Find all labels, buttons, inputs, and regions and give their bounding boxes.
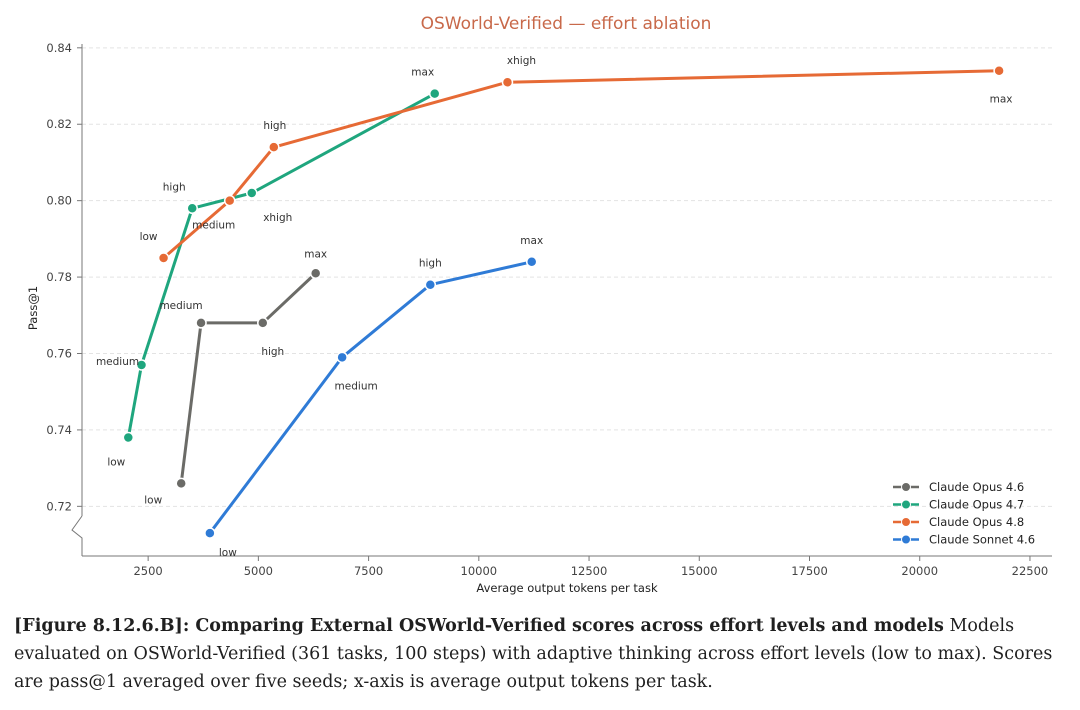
data-point-claude-opus-4-7-medium bbox=[135, 359, 148, 371]
point-label-claude-sonnet-4-6-high: high bbox=[419, 258, 442, 270]
x-axis-title: Average output tokens per task bbox=[476, 581, 658, 595]
point-label-claude-opus-4-7-high: high bbox=[163, 181, 186, 193]
data-point-claude-opus-4-8-high bbox=[268, 141, 280, 153]
effort-ablation-chart: OSWorld-Verified — effort ablation 0.720… bbox=[26, 14, 1052, 595]
legend-marker-claude-sonnet-4-6 bbox=[901, 534, 911, 545]
point-label-claude-opus-4-7-xhigh: xhigh bbox=[263, 212, 292, 224]
legend-marker-claude-opus-4-7 bbox=[901, 499, 911, 510]
y-tick-label: 0.78 bbox=[46, 270, 72, 284]
x-tick-label: 20000 bbox=[901, 564, 938, 578]
legend: Claude Opus 4.6 Claude Opus 4.7 Claude Opu… bbox=[893, 480, 1035, 547]
caption-body: Models evaluated on OSWorld-Verified (36… bbox=[14, 616, 1053, 692]
point-label-claude-sonnet-4-6-low: low bbox=[219, 547, 237, 559]
y-tick-label: 0.72 bbox=[46, 499, 72, 513]
x-tick-label: 22500 bbox=[1012, 564, 1049, 578]
data-point-claude-opus-4-6-medium bbox=[195, 317, 207, 329]
data-point-claude-opus-4-7-low bbox=[122, 431, 135, 444]
x-tick-label: 10000 bbox=[461, 564, 498, 578]
axes: 0.72 0.74 0.76 0.78 0.80 0.82 0.84 2500 5000 7500… bbox=[46, 41, 1052, 578]
legend-label-claude-opus-4-7: Claude Opus 4.7 bbox=[929, 498, 1024, 512]
point-label-claude-opus-4-7-medium: medium bbox=[96, 356, 139, 368]
data-point-claude-sonnet-4-6-low bbox=[204, 527, 216, 539]
y-axis-break bbox=[71, 515, 83, 546]
point-label-claude-opus-4-6-max: max bbox=[304, 248, 327, 260]
point-label-claude-sonnet-4-6-medium: medium bbox=[335, 380, 378, 392]
data-point-claude-opus-4-7-high bbox=[186, 202, 198, 215]
legend-label-claude-opus-4-6: Claude Opus 4.6 bbox=[929, 480, 1024, 494]
x-tick-label: 15000 bbox=[681, 564, 718, 578]
y-axis-title: Pass@1 bbox=[26, 286, 40, 330]
data-point-claude-opus-4-8-low bbox=[157, 252, 170, 264]
point-label-claude-opus-4-8-medium: medium bbox=[192, 220, 235, 232]
series-group bbox=[122, 64, 1005, 539]
data-point-claude-opus-4-7-max bbox=[428, 87, 441, 100]
legend-label-claude-sonnet-4-6: Claude Sonnet 4.6 bbox=[929, 533, 1035, 547]
data-point-claude-opus-4-6-low bbox=[175, 477, 187, 490]
y-tick-label: 0.76 bbox=[46, 346, 72, 360]
x-tick-label: 5000 bbox=[244, 564, 273, 578]
x-tick-label: 12500 bbox=[571, 564, 608, 578]
point-labels: low medium high max low medium high xhigh max low… bbox=[96, 55, 1013, 559]
data-point-claude-opus-4-6-high bbox=[257, 317, 269, 329]
legend-marker-claude-opus-4-6 bbox=[901, 482, 911, 492]
point-label-claude-opus-4-8-max: max bbox=[990, 94, 1013, 106]
legend-label-claude-opus-4-8: Claude Opus 4.8 bbox=[929, 515, 1024, 529]
data-point-claude-sonnet-4-6-high bbox=[424, 278, 437, 291]
point-label-claude-opus-4-8-xhigh: xhigh bbox=[507, 55, 536, 67]
data-point-claude-opus-4-8-xhigh bbox=[501, 76, 514, 88]
point-label-claude-opus-4-6-high: high bbox=[261, 346, 284, 358]
point-label-claude-opus-4-8-high: high bbox=[263, 120, 286, 132]
data-point-claude-opus-4-8-medium bbox=[223, 194, 236, 207]
y-tick-label: 0.80 bbox=[46, 194, 72, 208]
point-label-claude-opus-4-6-medium: medium bbox=[159, 300, 202, 312]
series-line-claude-opus-4-6 bbox=[179, 272, 317, 484]
point-label-claude-opus-4-8-low: low bbox=[140, 231, 158, 243]
x-tick-label: 2500 bbox=[133, 564, 162, 578]
point-label-claude-sonnet-4-6-max: max bbox=[520, 235, 543, 247]
chart-title: OSWorld-Verified — effort ablation bbox=[421, 14, 712, 34]
data-point-claude-opus-4-6-max bbox=[309, 267, 322, 280]
point-label-claude-opus-4-7-low: low bbox=[107, 457, 125, 469]
figure-caption: [Figure 8.12.6.B]: Comparing External OS… bbox=[14, 612, 1066, 696]
series-line-claude-opus-4-8 bbox=[162, 69, 1000, 260]
data-point-claude-opus-4-8-max bbox=[993, 64, 1005, 77]
x-tick-label: 17500 bbox=[791, 564, 828, 578]
data-point-claude-opus-4-7-xhigh bbox=[246, 187, 258, 199]
y-tick-label: 0.74 bbox=[46, 423, 72, 437]
x-tick-label: 7500 bbox=[354, 564, 383, 578]
series-line-claude-sonnet-4-6 bbox=[208, 260, 533, 534]
data-point-claude-sonnet-4-6-max bbox=[525, 256, 538, 268]
grid bbox=[82, 47, 1052, 507]
data-point-claude-sonnet-4-6-medium bbox=[336, 351, 348, 364]
caption-title: [Figure 8.12.6.B]: Comparing External OS… bbox=[14, 616, 944, 636]
point-label-claude-opus-4-6-low: low bbox=[144, 494, 162, 506]
legend-marker-claude-opus-4-8 bbox=[901, 517, 911, 527]
point-label-claude-opus-4-7-max: max bbox=[411, 67, 434, 79]
y-tick-label: 0.82 bbox=[46, 117, 72, 131]
y-tick-label: 0.84 bbox=[46, 41, 72, 55]
